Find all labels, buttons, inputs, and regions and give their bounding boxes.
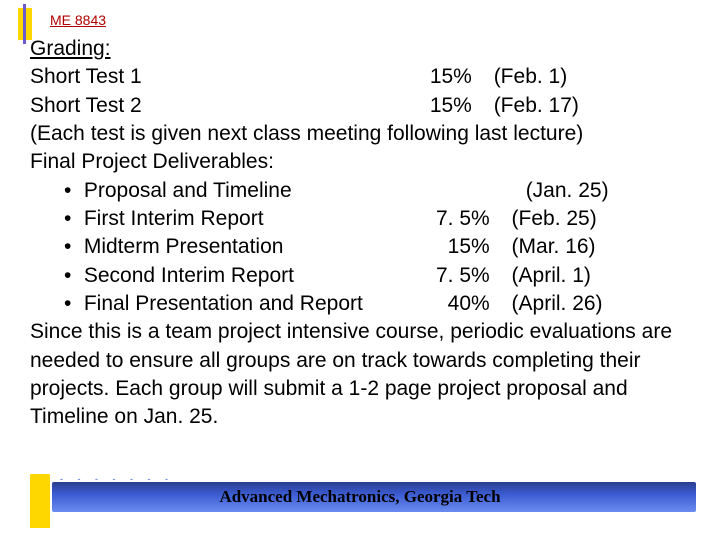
- test1-pct: 15%: [408, 63, 472, 91]
- test1-label: Short Test 1: [30, 63, 402, 91]
- test2-label: Short Test 2: [30, 92, 402, 120]
- bullet-icon: •: [64, 290, 78, 318]
- slide-body: Grading: Short Test 1 15% (Feb. 1) Short…: [30, 35, 710, 432]
- d1-label: Proposal and Timeline: [84, 177, 504, 205]
- d4-date: (April. 1): [512, 262, 591, 290]
- d2-label: First Interim Report: [84, 205, 410, 233]
- bullet-icon: •: [64, 262, 78, 290]
- row-deliv1: • Proposal and Timeline (Jan. 25): [30, 177, 710, 205]
- d2-pct: 7. 5%: [416, 205, 490, 233]
- row-test1: Short Test 1 15% (Feb. 1): [30, 63, 710, 91]
- d4-pct: 7. 5%: [416, 262, 490, 290]
- course-code: ME 8843: [50, 12, 106, 28]
- d3-label: Midterm Presentation: [84, 233, 410, 261]
- d3-date: (Mar. 16): [512, 233, 596, 261]
- bullet-icon: •: [64, 177, 78, 205]
- bullet-icon: •: [64, 233, 78, 261]
- d4-label: Second Interim Report: [84, 262, 410, 290]
- d2-date: (Feb. 25): [512, 205, 597, 233]
- grading-heading: Grading:: [30, 35, 111, 63]
- row-deliv2: • First Interim Report 7. 5% (Feb. 25): [30, 205, 710, 233]
- bullet-icon: •: [64, 205, 78, 233]
- d5-date: (April. 26): [512, 290, 603, 318]
- deliverables-label: Final Project Deliverables:: [30, 148, 710, 176]
- test1-date: (Feb. 1): [494, 63, 568, 91]
- row-deliv3: • Midterm Presentation 15% (Mar. 16): [30, 233, 710, 261]
- d5-pct: 40%: [416, 290, 490, 318]
- test2-pct: 15%: [408, 92, 472, 120]
- note-tests: (Each test is given next class meeting f…: [30, 120, 710, 148]
- closing-paragraph: Since this is a team project intensive c…: [30, 318, 710, 431]
- footer-text: Advanced Mechatronics, Georgia Tech: [0, 487, 720, 507]
- row-deliv4: • Second Interim Report 7. 5% (April. 1): [30, 262, 710, 290]
- row-test2: Short Test 2 15% (Feb. 17): [30, 92, 710, 120]
- d5-label: Final Presentation and Report: [84, 290, 410, 318]
- test2-date: (Feb. 17): [494, 92, 579, 120]
- row-deliv5: • Final Presentation and Report 40% (Apr…: [30, 290, 710, 318]
- d3-pct: 15%: [416, 233, 490, 261]
- d1-date: (Jan. 25): [526, 177, 609, 205]
